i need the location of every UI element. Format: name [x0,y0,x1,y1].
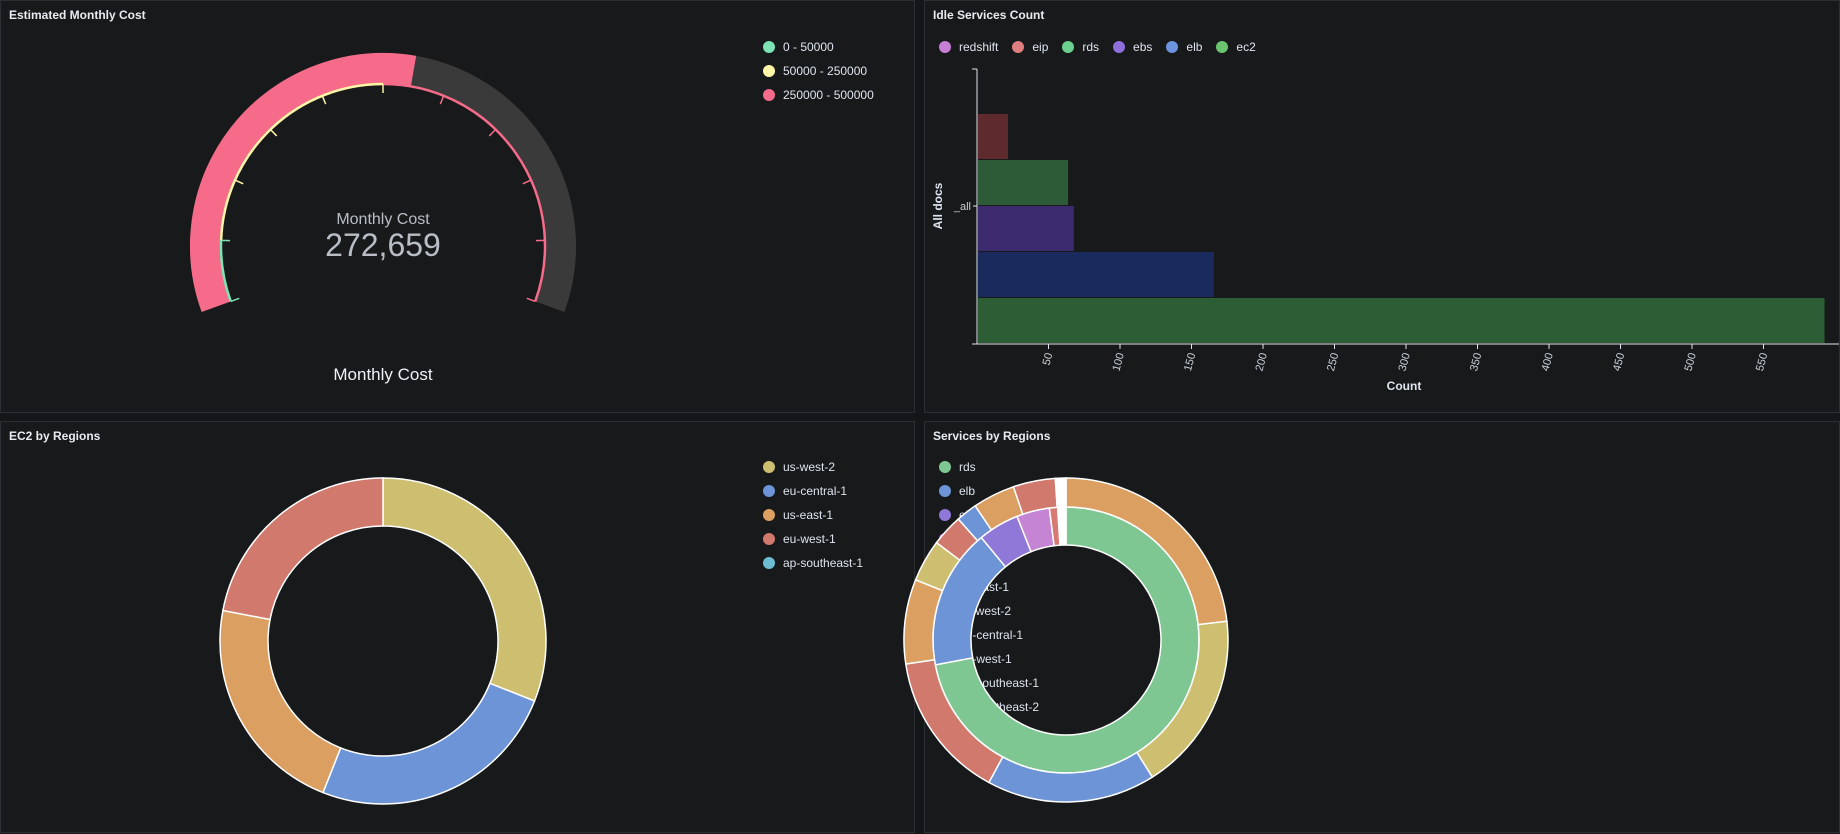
ec2-slice-eu-central-1 [323,683,535,804]
y-category-label: _all [953,201,971,213]
bar-rds [978,160,1068,205]
services-regions-panel: Services by Regions rdselbebsredshifteip… [924,421,1840,833]
bar-elb [978,252,1214,297]
x-axis-label: Count [1387,379,1422,393]
gauge-tick [322,96,325,104]
monthly-cost-panel: Estimated Monthly Cost Monthly Cost 272,… [0,0,915,413]
gauge-tick [440,96,443,104]
legend-label: 250000 - 500000 [783,88,874,102]
x-tick-label: 350 [1468,352,1484,373]
ec2-slice-eu-west-1 [223,478,383,619]
legend-item-50000-250000[interactable]: 50000 - 250000 [763,59,874,83]
x-tick-label: 250 [1325,352,1341,373]
gauge-fill [205,68,414,307]
ec2-donut-chart [1,422,916,834]
gauge-tick [235,180,243,184]
x-tick-label: 400 [1540,352,1556,373]
ec2-slice-us-west-2 [383,478,546,701]
gauge-legend: 0 - 50000 50000 - 250000 250000 - 500000 [763,35,874,107]
legend-swatch [763,41,775,53]
legend-item-0-50000[interactable]: 0 - 50000 [763,35,874,59]
bar-ec2 [978,298,1825,343]
gauge-tick [489,129,495,135]
gauge-tick [527,298,535,301]
x-tick-label: 550 [1754,352,1770,373]
gauge-tick [270,129,276,135]
gauge-value: 272,659 [325,227,441,263]
gauge-label: Monthly Cost [336,211,430,228]
gauge-caption: Monthly Cost [333,365,432,384]
x-tick-label: 450 [1611,352,1627,373]
region-slice-other [1055,478,1066,507]
x-tick-label: 100 [1111,352,1127,373]
x-tick-label: 50 [1041,352,1056,367]
x-tick-label: 300 [1397,352,1413,373]
x-tick-label: 500 [1683,352,1699,373]
ec2-slice-us-east-1 [220,610,341,792]
bar-ebs [978,206,1074,251]
y-axis-label: All docs [931,182,945,229]
x-tick-label: 150 [1182,352,1198,373]
legend-item-250000-500000[interactable]: 250000 - 500000 [763,83,874,107]
x-tick-label: 200 [1254,352,1270,373]
gauge-tick [523,180,531,184]
legend-label: 50000 - 250000 [783,64,867,78]
legend-label: 0 - 50000 [783,40,834,54]
legend-swatch [763,89,775,101]
gauge-tick [231,298,239,301]
bar-redshift [978,114,1008,159]
services-donut-chart [925,422,1840,834]
legend-swatch [763,65,775,77]
idle-bar-chart: 50 100 150 200 250 300 350 400 450 500 550 _all All … [925,1,1840,414]
